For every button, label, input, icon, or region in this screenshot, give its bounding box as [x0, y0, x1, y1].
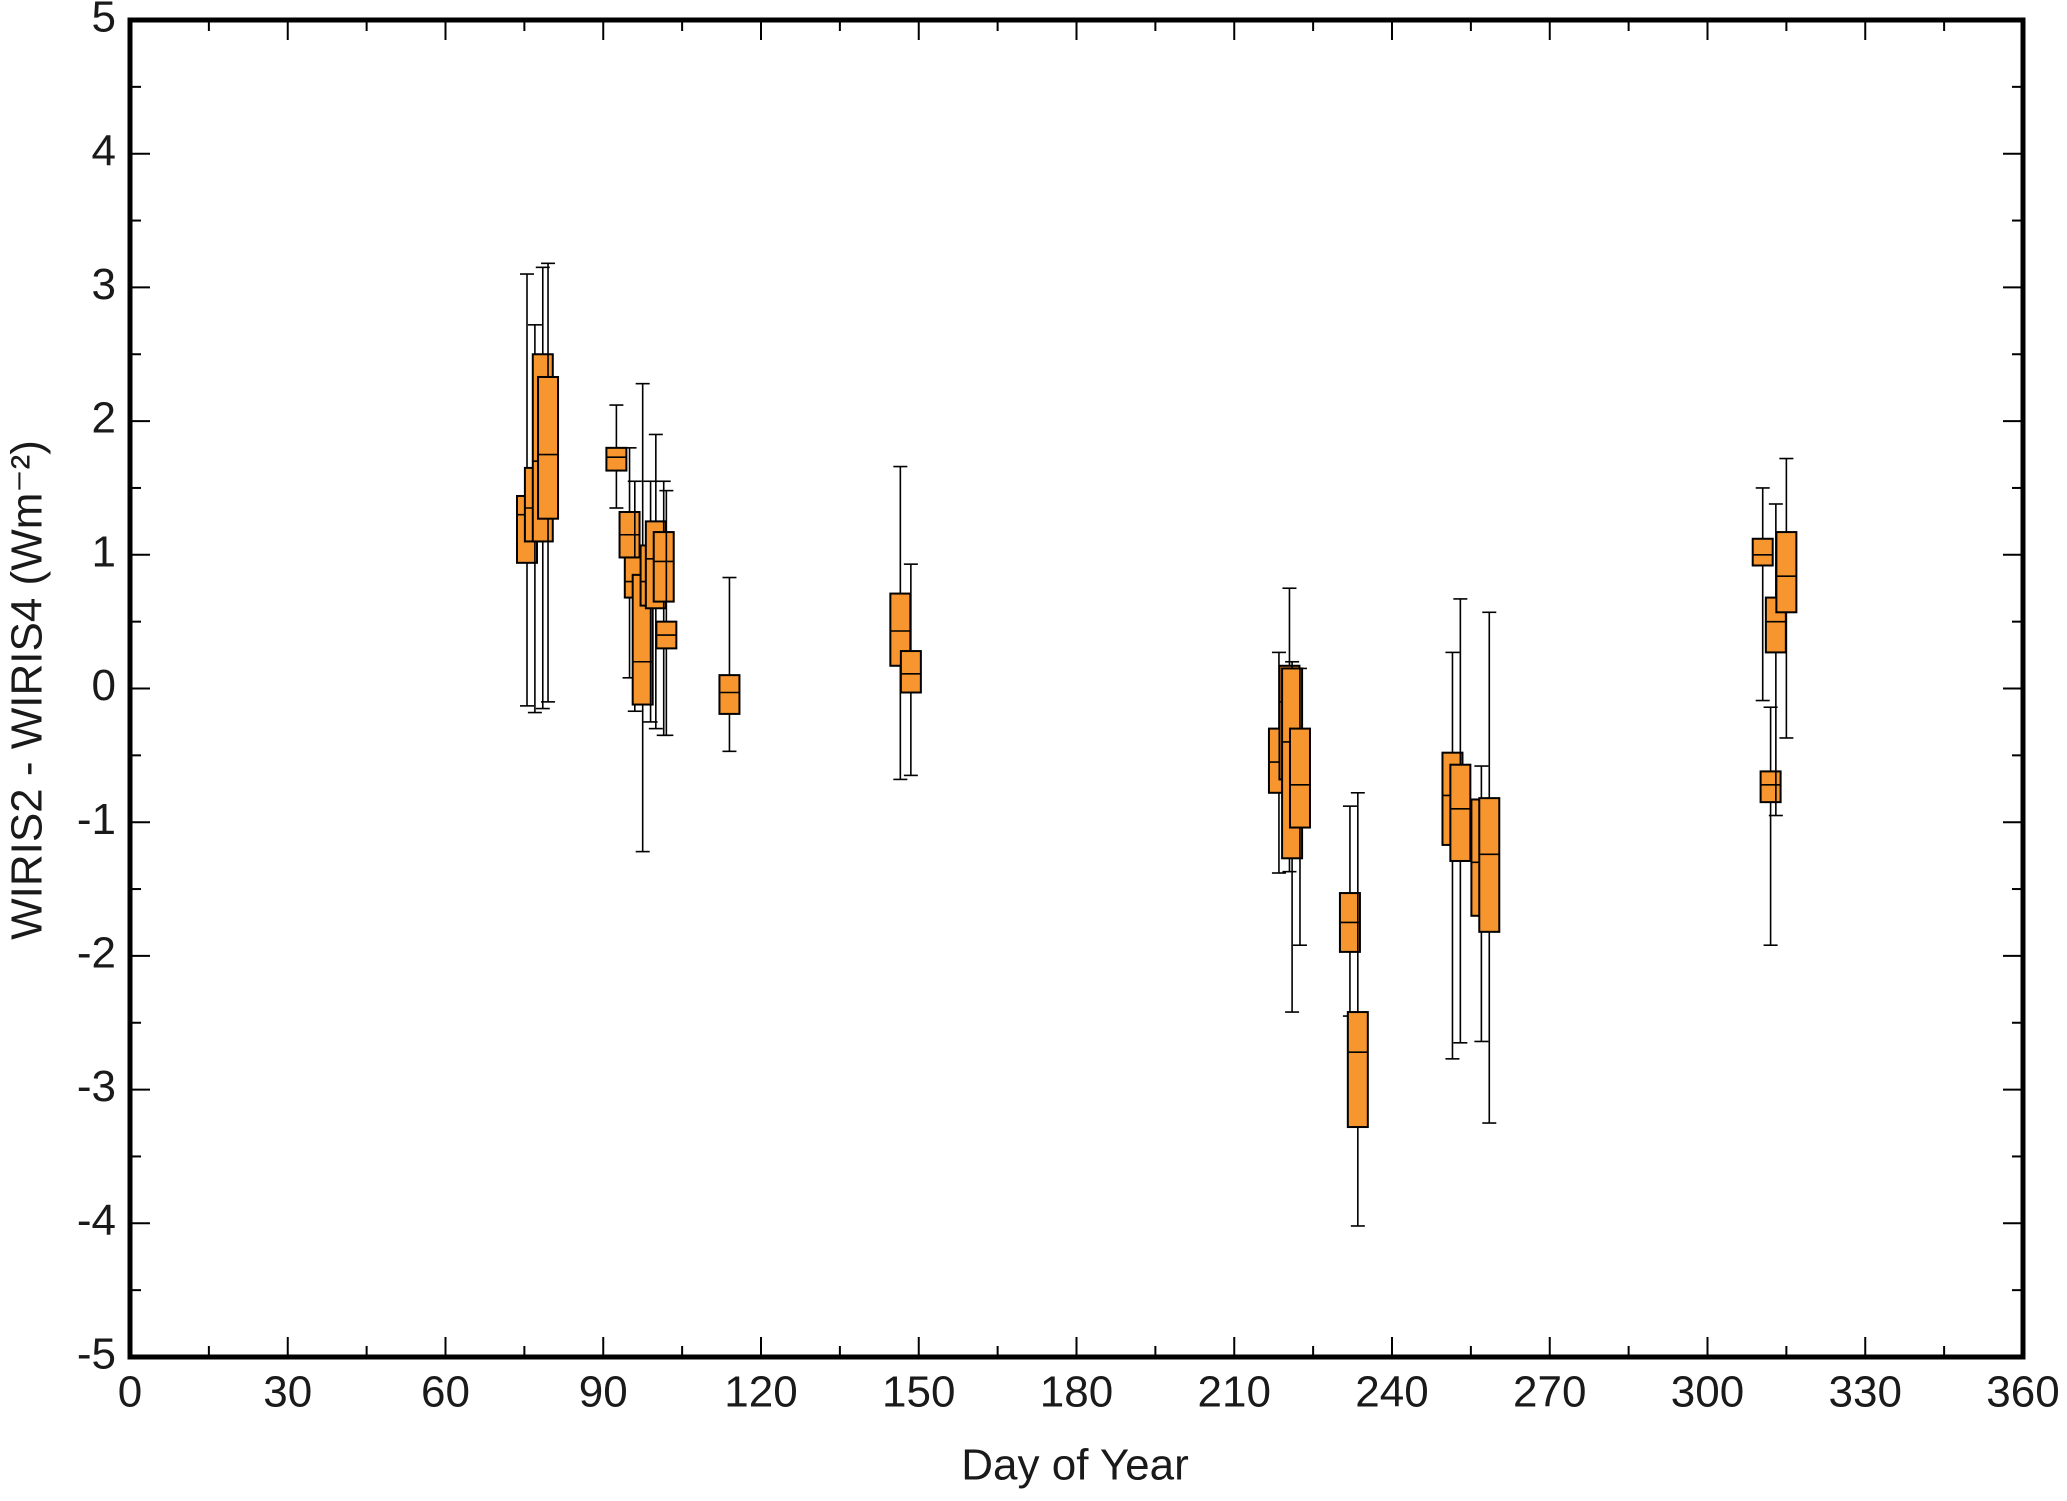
- y-tick-label: 0: [92, 661, 116, 710]
- x-axis-title: Day of Year: [961, 1441, 1189, 1490]
- y-tick-label: -2: [77, 929, 116, 978]
- box: [1751, 537, 1774, 567]
- x-tick-label: 60: [421, 1368, 470, 1417]
- box: [718, 674, 741, 715]
- y-tick-label: -5: [77, 1330, 116, 1379]
- box: [1759, 770, 1782, 804]
- x-tick-label: 300: [1671, 1368, 1744, 1417]
- x-tick-label: 150: [882, 1368, 955, 1417]
- box: [652, 531, 675, 603]
- box: [605, 446, 628, 472]
- box: [537, 375, 560, 520]
- y-tick-label: -1: [77, 795, 116, 844]
- x-tick-label: 120: [724, 1368, 797, 1417]
- y-tick-label: 4: [92, 126, 116, 175]
- y-tick-label: -3: [77, 1062, 116, 1111]
- y-tick-label: 3: [92, 260, 116, 309]
- box: [1449, 763, 1472, 862]
- x-tick-label: 240: [1355, 1368, 1428, 1417]
- y-tick-label: -4: [77, 1196, 116, 1245]
- y-tick-label: 1: [92, 527, 116, 576]
- x-tick-label: 30: [263, 1368, 312, 1417]
- x-tick-label: 270: [1513, 1368, 1586, 1417]
- x-tick-label: 0: [118, 1368, 142, 1417]
- y-axis-title: WIRIS2 - WIRIS4 (Wm⁻²): [3, 440, 52, 940]
- box: [1346, 1011, 1369, 1129]
- box: [1288, 727, 1311, 829]
- box: [1478, 797, 1501, 933]
- x-tick-label: 210: [1198, 1368, 1271, 1417]
- y-tick-label: 5: [92, 0, 116, 42]
- plot-frame: [127, 17, 2026, 1360]
- x-tick-label: 90: [579, 1368, 628, 1417]
- x-tick-label: 360: [1986, 1368, 2059, 1417]
- x-tick-label: 180: [1040, 1368, 1113, 1417]
- y-tick-label: 2: [92, 394, 116, 443]
- box: [1775, 531, 1798, 614]
- box: [899, 650, 922, 694]
- x-tick-label: 330: [1829, 1368, 1902, 1417]
